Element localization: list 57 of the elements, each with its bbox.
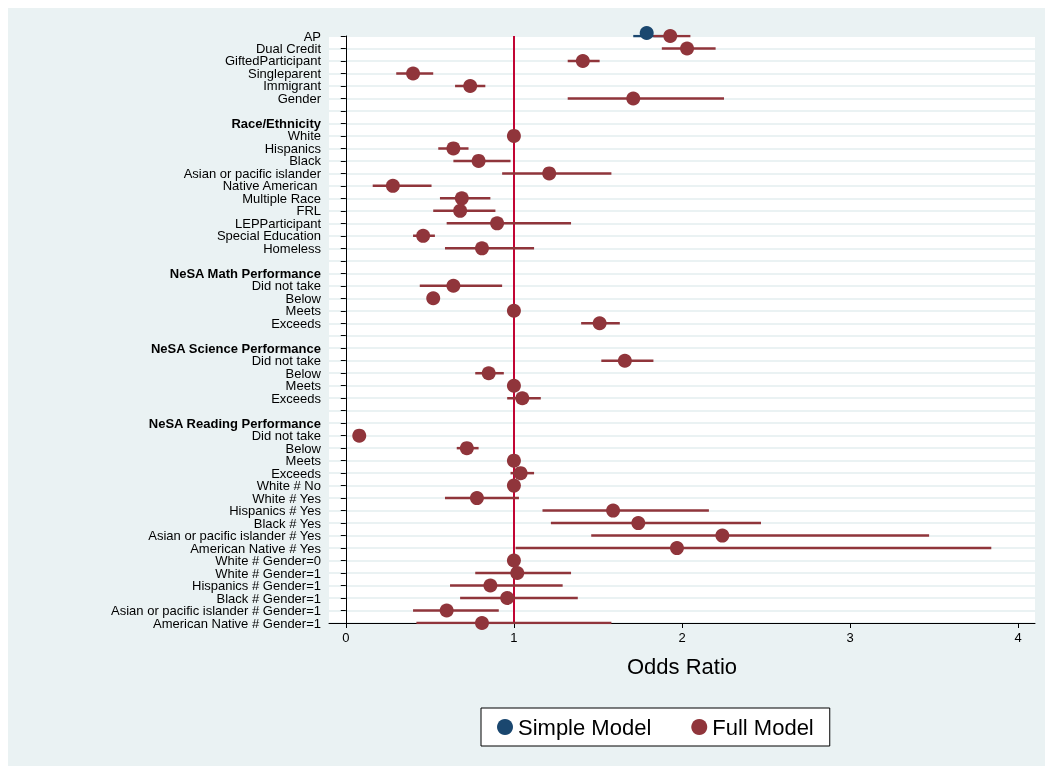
point — [506, 303, 521, 318]
point — [631, 516, 646, 531]
point — [510, 566, 525, 581]
point — [506, 128, 521, 143]
point — [490, 216, 505, 231]
y-tick-label: NeSA Reading Performance — [148, 415, 321, 431]
point — [471, 153, 486, 168]
point — [506, 478, 521, 493]
point — [483, 578, 498, 593]
point — [352, 428, 367, 443]
point — [626, 91, 641, 106]
point — [446, 141, 461, 156]
point — [469, 491, 484, 506]
point — [406, 66, 421, 81]
point — [385, 178, 400, 193]
y-tick-label: Asian or pacific islander # Gender=1 — [111, 603, 321, 619]
point — [481, 366, 496, 381]
point — [454, 191, 469, 206]
point — [416, 228, 431, 243]
point — [680, 41, 695, 56]
point — [426, 291, 441, 306]
x-tick-label: 3 — [846, 630, 854, 645]
point — [463, 78, 478, 93]
y-tick-label: Homeless — [263, 240, 322, 256]
point — [617, 353, 632, 368]
point — [592, 316, 607, 331]
x-tick-label: 0 — [342, 630, 350, 645]
point — [474, 616, 489, 630]
y-tick-label: NeSA Science Performance — [150, 340, 321, 356]
point — [515, 391, 530, 406]
x-axis-title: Odds Ratio — [626, 653, 738, 679]
point — [446, 278, 461, 293]
point — [506, 453, 521, 468]
point — [663, 29, 678, 43]
point — [715, 528, 730, 543]
point — [606, 503, 621, 518]
point — [669, 541, 684, 556]
x-tick-label: 1 — [510, 630, 518, 645]
y-tick-label: NeSA Math Performance — [169, 265, 321, 281]
point — [474, 241, 489, 256]
point — [459, 441, 474, 456]
point — [439, 603, 454, 618]
point — [506, 553, 521, 568]
y-tick-label: Asian or pacific islander # Yes — [148, 528, 322, 544]
point — [500, 591, 515, 606]
y-tick-label: GiftedParticipant — [224, 53, 322, 69]
point — [506, 378, 521, 393]
x-tick-label: 4 — [1014, 630, 1022, 645]
y-tick-label: Hispanics — [264, 140, 322, 156]
point — [542, 166, 557, 181]
point — [513, 466, 528, 481]
legend-label: Full Model — [712, 714, 814, 740]
point — [575, 53, 590, 68]
point — [453, 203, 468, 218]
y-tick-label: Race/Ethnicity — [231, 115, 322, 131]
x-tick-label: 2 — [678, 630, 686, 645]
legend-label: Simple Model — [518, 714, 652, 740]
